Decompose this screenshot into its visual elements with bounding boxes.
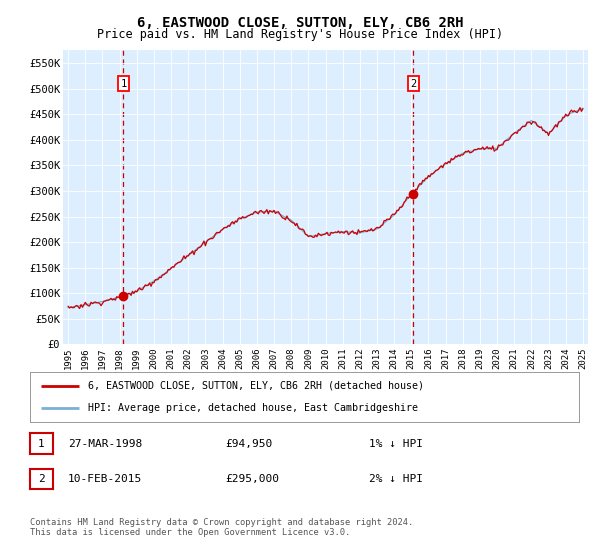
Text: Price paid vs. HM Land Registry's House Price Index (HPI): Price paid vs. HM Land Registry's House …	[97, 28, 503, 41]
Text: 6, EASTWOOD CLOSE, SUTTON, ELY, CB6 2RH: 6, EASTWOOD CLOSE, SUTTON, ELY, CB6 2RH	[137, 16, 463, 30]
Text: 2: 2	[38, 474, 45, 484]
Text: 1: 1	[38, 438, 45, 449]
Text: 2% ↓ HPI: 2% ↓ HPI	[369, 474, 423, 484]
Text: Contains HM Land Registry data © Crown copyright and database right 2024.
This d: Contains HM Land Registry data © Crown c…	[30, 518, 413, 538]
Text: 1% ↓ HPI: 1% ↓ HPI	[369, 438, 423, 449]
Text: £94,950: £94,950	[225, 438, 272, 449]
Text: 6, EASTWOOD CLOSE, SUTTON, ELY, CB6 2RH (detached house): 6, EASTWOOD CLOSE, SUTTON, ELY, CB6 2RH …	[88, 381, 424, 391]
Text: 27-MAR-1998: 27-MAR-1998	[68, 438, 142, 449]
Text: £295,000: £295,000	[225, 474, 279, 484]
Text: 10-FEB-2015: 10-FEB-2015	[68, 474, 142, 484]
Text: 2: 2	[410, 78, 416, 88]
Text: 1: 1	[120, 78, 127, 88]
Text: HPI: Average price, detached house, East Cambridgeshire: HPI: Average price, detached house, East…	[88, 403, 418, 413]
